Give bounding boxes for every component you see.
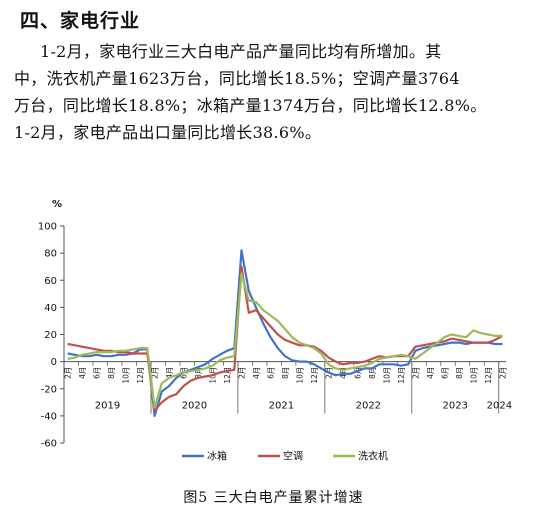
y-tick-label: -60 [41, 439, 57, 450]
x-tick-label: 6月 [353, 367, 362, 379]
y-tick-label: 80 [44, 249, 57, 260]
x-tick-label: 8月 [107, 367, 116, 379]
legend-label: 空调 [283, 450, 303, 463]
x-tick-label: 4月 [252, 367, 261, 379]
x-tick-label: 12月 [397, 367, 406, 384]
y-tick-label: 60 [44, 276, 57, 287]
production-growth-chart: % -60 -40 -20 0 20 40 60 80 100 2月 4月 6月 8月 10月 12月 2月 4月… [38, 199, 512, 463]
x-tick-label: 10月 [122, 367, 131, 384]
x-tick-label: 2月 [411, 367, 420, 379]
legend-label: 冰箱 [207, 450, 227, 463]
x-tick-label: 12月 [136, 367, 145, 384]
x-tick-label: 10月 [382, 367, 391, 384]
x-tick-label: 2月 [498, 367, 507, 379]
x-tick-label: 8月 [194, 367, 203, 379]
x-tick-label: 4月 [165, 367, 174, 379]
y-tick-label: 100 [38, 222, 57, 233]
x-tick-label: 10月 [469, 367, 478, 384]
x-tick-label: 4月 [78, 367, 87, 379]
series-line-1 [67, 249, 503, 417]
y-tick-label: 40 [44, 303, 57, 314]
series-line-3 [67, 272, 503, 409]
x-tick-label: 2月 [238, 367, 247, 379]
section-title: 四、家电行业 [20, 10, 141, 32]
x-tick-label: 6月 [267, 367, 276, 379]
year-label: 2022 [356, 401, 381, 412]
body-paragraph: 1-2月，家电行业三大白电产品产量同比均有所增加。其 中，洗衣机产量1623万台… [14, 38, 536, 146]
year-label: 2020 [182, 401, 207, 412]
x-tick-label: 8月 [281, 367, 290, 379]
x-tick-label: 12月 [223, 367, 232, 384]
x-tick-label: 12月 [484, 367, 493, 384]
x-tick-label: 6月 [440, 367, 449, 379]
year-label: 2019 [95, 401, 120, 412]
x-tick-label: 10月 [295, 367, 304, 384]
y-tick-label: -40 [41, 411, 57, 422]
year-label: 2021 [269, 401, 294, 412]
figure-caption: 图5 三大白电产量累计增速 [183, 490, 364, 506]
year-label: 2023 [443, 401, 468, 412]
y-tick-label: 0 [51, 357, 57, 368]
paragraph-line-4: 1-2月，家电产品出口量同比增长38.6%。 [14, 123, 322, 142]
y-unit-label: % [52, 199, 62, 210]
y-tick-label: -20 [41, 384, 57, 395]
paragraph-line-1: 1-2月，家电行业三大白电产品产量同比均有所增加。其 [40, 42, 442, 61]
paragraph-line-3: 万台，同比增长18.8%；冰箱产量1374万台，同比增长12.8%。 [14, 96, 487, 115]
x-tick-label: 4月 [426, 367, 435, 379]
year-label: 2024 [487, 401, 512, 412]
y-tick-label: 20 [44, 330, 57, 341]
series-line-2 [67, 265, 503, 412]
x-tick-label: 8月 [455, 367, 464, 379]
x-tick-label: 8月 [368, 367, 377, 379]
x-tick-label: 2月 [64, 367, 73, 379]
legend-label: 洗衣机 [358, 450, 388, 463]
x-tick-label: 6月 [93, 367, 102, 379]
paragraph-line-2: 中，洗衣机产量1623万台，同比增长18.5%；空调产量3764 [14, 69, 460, 88]
x-tick-label: 12月 [310, 367, 319, 384]
x-tick-label: 2月 [151, 367, 160, 379]
